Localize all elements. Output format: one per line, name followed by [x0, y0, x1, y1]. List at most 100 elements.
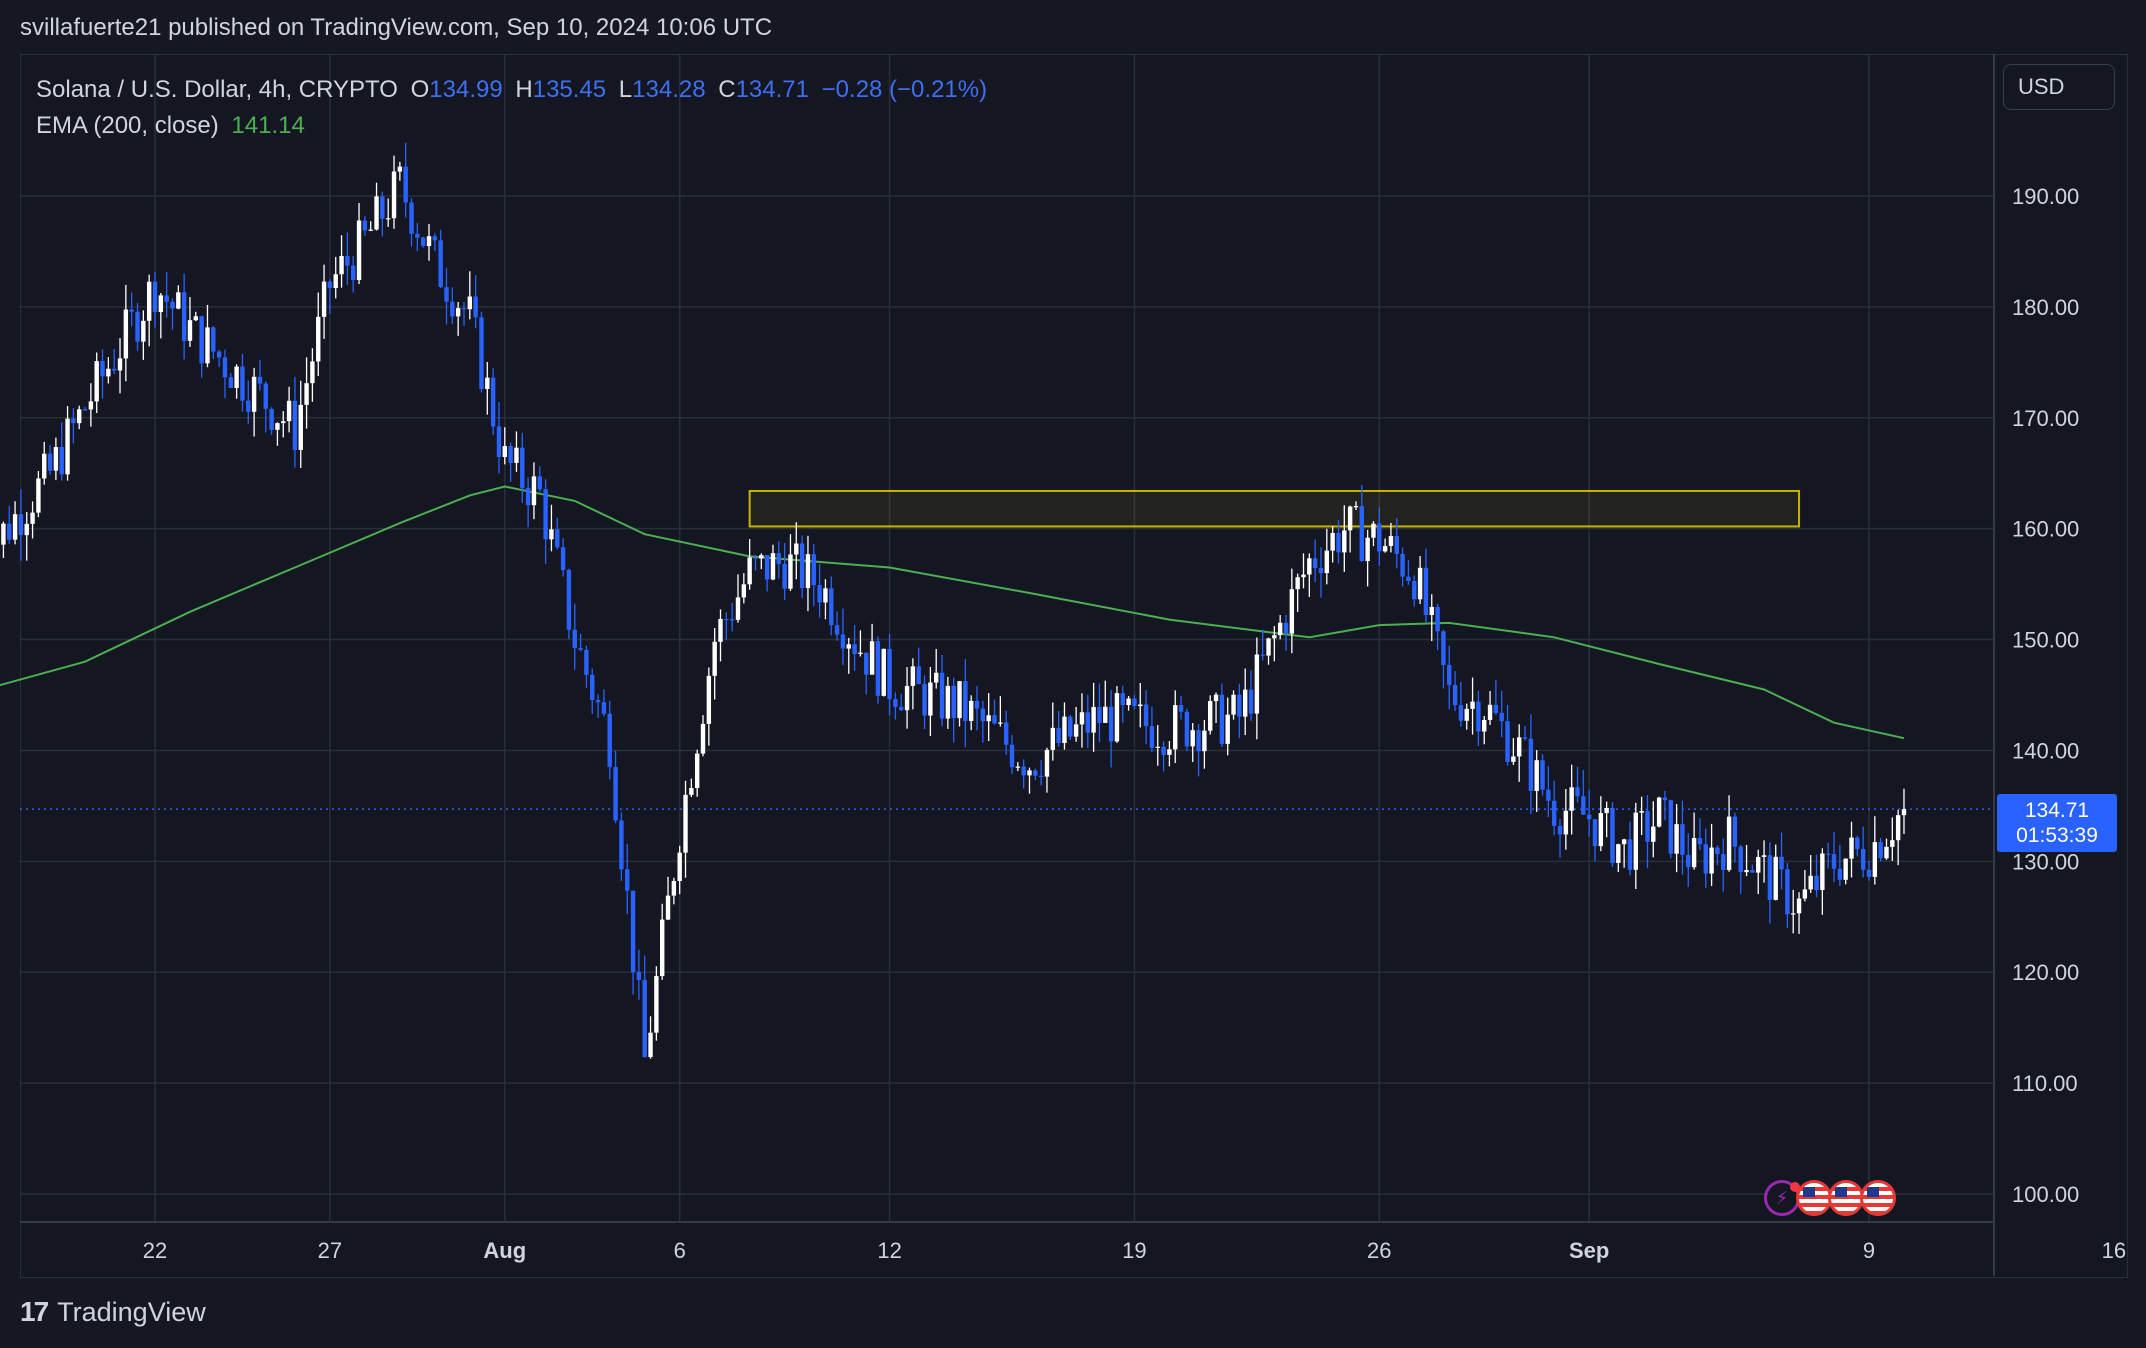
candle-body	[1312, 558, 1318, 568]
candle	[455, 301, 461, 336]
candle-body	[729, 619, 735, 621]
lightning-icon[interactable]: ⚡	[1764, 1180, 1800, 1216]
candle-body	[881, 648, 886, 696]
candle	[689, 778, 694, 798]
candle	[1662, 791, 1668, 821]
candle	[1336, 519, 1341, 564]
candle	[1108, 689, 1114, 768]
last-price-value: 134.71	[2024, 799, 2090, 822]
candle-body	[1050, 727, 1056, 750]
candle	[974, 686, 980, 731]
candle	[1400, 547, 1405, 587]
candle-body	[957, 681, 962, 719]
candle-body	[1825, 853, 1831, 855]
candle	[1208, 695, 1213, 735]
candle-body	[1190, 730, 1195, 747]
candle	[712, 628, 717, 700]
tradingview-logo-icon[interactable]: 17	[20, 1296, 49, 1327]
candle-body	[455, 308, 461, 317]
candle-body	[508, 446, 513, 463]
us-flag-icon[interactable]	[1796, 1180, 1832, 1216]
candle-body	[782, 563, 787, 589]
candle	[1225, 697, 1230, 756]
candle-body	[479, 317, 484, 389]
candle-body	[1598, 813, 1604, 847]
candle-body	[1161, 746, 1166, 755]
candle	[1254, 637, 1260, 740]
candle	[700, 715, 706, 757]
candle	[1190, 723, 1195, 763]
candle	[181, 273, 187, 360]
candle	[590, 668, 595, 714]
candle	[368, 221, 373, 232]
candle	[461, 301, 467, 326]
candle	[1056, 711, 1061, 747]
candle	[234, 364, 239, 399]
candle-body	[735, 597, 741, 620]
price-tick-label: 190.00	[2012, 184, 2079, 209]
candle	[939, 654, 945, 727]
candle-body	[420, 237, 426, 247]
candle-body	[776, 553, 782, 564]
candle	[82, 406, 88, 411]
candle-body	[1283, 622, 1289, 634]
candle-body	[304, 383, 309, 405]
candle	[875, 636, 881, 704]
candle-body	[269, 408, 274, 430]
candle	[1890, 817, 1895, 861]
bar-countdown: 01:53:39	[2016, 824, 2098, 847]
candle-body	[712, 641, 717, 676]
candle-body	[531, 476, 537, 506]
candle-body	[1213, 694, 1219, 702]
candle	[1796, 892, 1802, 934]
candle-body	[1651, 826, 1656, 842]
candle	[298, 380, 303, 468]
candle	[747, 539, 752, 590]
price-tick-label: 160.00	[2012, 517, 2079, 542]
economic-events[interactable]: ⚡	[1764, 1180, 1896, 1216]
last-price-tag: 134.71 01:53:39	[1997, 794, 2117, 852]
candle	[24, 511, 29, 561]
candle	[1202, 719, 1207, 769]
candle-body	[228, 377, 233, 389]
symbol-title[interactable]: Solana / U.S. Dollar, 4h, CRYPTO	[36, 76, 398, 103]
candle-body	[694, 753, 700, 788]
us-flag-icon[interactable]	[1860, 1180, 1896, 1216]
candle	[1044, 747, 1050, 793]
candle	[846, 637, 851, 674]
time-tick-label: 22	[143, 1238, 167, 1263]
candle-body	[1761, 855, 1767, 857]
candle-body	[409, 202, 414, 234]
candle-body	[1091, 706, 1096, 733]
candle-body	[1831, 854, 1837, 869]
candle-body	[1732, 816, 1738, 847]
candle	[211, 325, 216, 360]
candle-body	[864, 652, 869, 675]
candle	[881, 648, 886, 697]
candle-body	[327, 281, 333, 289]
candle	[1394, 518, 1399, 569]
candle-body	[537, 476, 542, 490]
candle	[246, 380, 251, 424]
currency-button[interactable]: USD	[2003, 64, 2115, 110]
brand-name[interactable]: TradingView	[57, 1296, 206, 1327]
candle	[222, 349, 228, 399]
candle-body	[187, 320, 193, 341]
ema-legend-row: EMA (200, close) 141.14	[36, 108, 987, 144]
candle-body	[485, 377, 490, 389]
candle	[111, 348, 117, 374]
candle-body	[385, 218, 391, 220]
candle-body	[811, 554, 816, 586]
ema-indicator-label[interactable]: EMA (200, close)	[36, 112, 219, 139]
candle	[1843, 858, 1848, 885]
candle-body	[887, 648, 892, 700]
candle	[794, 522, 799, 580]
us-flag-icon[interactable]	[1828, 1180, 1864, 1216]
candle-body	[945, 685, 951, 719]
candle	[625, 843, 630, 914]
candle	[968, 695, 974, 731]
candle	[718, 609, 723, 662]
candle	[957, 681, 962, 727]
candle-body	[1767, 855, 1773, 900]
